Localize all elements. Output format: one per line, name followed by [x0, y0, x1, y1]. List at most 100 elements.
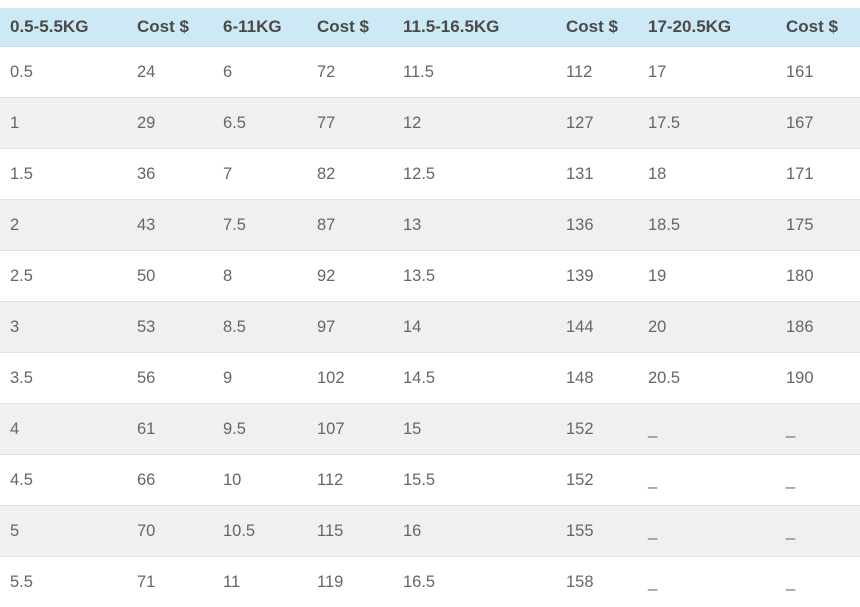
table-cell: _: [776, 404, 860, 455]
table-cell: 115: [307, 506, 393, 557]
table-cell: 190: [776, 353, 860, 404]
table-cell: 144: [556, 302, 638, 353]
table-cell: _: [776, 557, 860, 607]
table-cell: 152: [556, 455, 638, 506]
header-cell-weight-range-1: 0.5-5.5KG: [0, 8, 127, 47]
shipping-cost-table: 0.5-5.5KG Cost $ 6-11KG Cost $ 11.5-16.5…: [0, 8, 860, 607]
table-cell: 11: [213, 557, 307, 607]
table-cell: 9.5: [213, 404, 307, 455]
table-cell: 158: [556, 557, 638, 607]
table-cell: 186: [776, 302, 860, 353]
table-cell: 3: [0, 302, 127, 353]
table-cell: 131: [556, 149, 638, 200]
table-cell: 8: [213, 251, 307, 302]
table-cell: 82: [307, 149, 393, 200]
table-cell: 4.5: [0, 455, 127, 506]
table-cell: 24: [127, 47, 213, 98]
table-cell: 71: [127, 557, 213, 607]
table-cell: 12: [393, 98, 556, 149]
table-cell: 92: [307, 251, 393, 302]
header-cell-weight-range-4: 17-20.5KG: [638, 8, 776, 47]
table-cell: 17: [638, 47, 776, 98]
table-cell: 12.5: [393, 149, 556, 200]
table-cell: 53: [127, 302, 213, 353]
table-cell: 16.5: [393, 557, 556, 607]
table-cell: 148: [556, 353, 638, 404]
table-cell: 136: [556, 200, 638, 251]
table-cell: 70: [127, 506, 213, 557]
table-cell: 50: [127, 251, 213, 302]
table-cell: 180: [776, 251, 860, 302]
table-cell: 1.5: [0, 149, 127, 200]
table-cell: 56: [127, 353, 213, 404]
table-cell: 112: [307, 455, 393, 506]
table-cell: 15.5: [393, 455, 556, 506]
table-cell: 2.5: [0, 251, 127, 302]
table-cell: 18: [638, 149, 776, 200]
table-cell: 119: [307, 557, 393, 607]
header-cell-cost-1: Cost $: [127, 8, 213, 47]
table-cell: _: [638, 404, 776, 455]
table-cell: 9: [213, 353, 307, 404]
table-cell: _: [638, 557, 776, 607]
table-cell: 15: [393, 404, 556, 455]
table-cell: 10.5: [213, 506, 307, 557]
header-cell-weight-range-2: 6-11KG: [213, 8, 307, 47]
table-cell: 61: [127, 404, 213, 455]
table-cell: 107: [307, 404, 393, 455]
table-cell: 127: [556, 98, 638, 149]
table-cell: 3.5: [0, 353, 127, 404]
table-cell: 20.5: [638, 353, 776, 404]
table-cell: 102: [307, 353, 393, 404]
table-cell: _: [776, 506, 860, 557]
table-cell: 112: [556, 47, 638, 98]
table-cell: 13: [393, 200, 556, 251]
header-cell-cost-3: Cost $: [556, 8, 638, 47]
table-cell: 155: [556, 506, 638, 557]
header-cell-cost-2: Cost $: [307, 8, 393, 47]
table-cell: 8.5: [213, 302, 307, 353]
table-cell: 171: [776, 149, 860, 200]
table-cell: 87: [307, 200, 393, 251]
table-cell: 17.5: [638, 98, 776, 149]
table-cell: 20: [638, 302, 776, 353]
table-cell: 13.5: [393, 251, 556, 302]
table-cell: _: [776, 455, 860, 506]
table-cell: 5: [0, 506, 127, 557]
table-cell: 29: [127, 98, 213, 149]
table-cell: 19: [638, 251, 776, 302]
table-cell: 14.5: [393, 353, 556, 404]
table-cell: 4: [0, 404, 127, 455]
table-cell: 77: [307, 98, 393, 149]
table-cell: _: [638, 455, 776, 506]
table-cell: 66: [127, 455, 213, 506]
table-cell: 2: [0, 200, 127, 251]
table-cell: 72: [307, 47, 393, 98]
table-cell: 175: [776, 200, 860, 251]
table-cell: _: [638, 506, 776, 557]
table-cell: 97: [307, 302, 393, 353]
table-cell: 167: [776, 98, 860, 149]
table-header: 0.5-5.5KG Cost $ 6-11KG Cost $ 11.5-16.5…: [0, 8, 860, 47]
table-cell: 18.5: [638, 200, 776, 251]
table-cell: 1: [0, 98, 127, 149]
table-cell: 6.5: [213, 98, 307, 149]
table-cell: 0.5: [0, 47, 127, 98]
header-cell-weight-range-3: 11.5-16.5KG: [393, 8, 556, 47]
header-cell-cost-4: Cost $: [776, 8, 860, 47]
table-cell: 161: [776, 47, 860, 98]
table-cell: 152: [556, 404, 638, 455]
